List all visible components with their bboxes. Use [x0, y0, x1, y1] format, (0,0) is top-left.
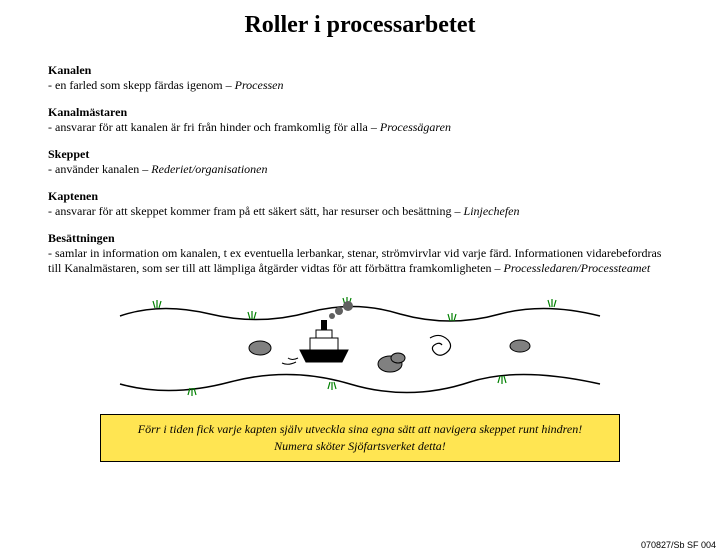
page-title: Roller i processarbetet — [0, 12, 720, 39]
note-line2: Numera sköter Sjöfartsverket detta! — [111, 438, 609, 455]
heading-skeppet: Skeppet — [48, 147, 672, 162]
section-kaptenen: Kaptenen - ansvarar för att skeppet komm… — [48, 189, 672, 219]
section-kanalmastaren: Kanalmästaren - ansvarar för att kanalen… — [48, 105, 672, 135]
section-kanalen: Kanalen - en farled som skepp färdas ige… — [48, 63, 672, 93]
heading-kanalen: Kanalen — [48, 63, 672, 78]
heading-kanalmastaren: Kanalmästaren — [48, 105, 672, 120]
heading-kaptenen: Kaptenen — [48, 189, 672, 204]
section-besattningen: Besättningen - samlar in information om … — [48, 231, 672, 276]
body-kaptenen: - ansvarar för att skeppet kommer fram p… — [48, 204, 672, 219]
section-skeppet: Skeppet - använder kanalen – Rederiet/or… — [48, 147, 672, 177]
body-plain: - använder kanalen – — [48, 162, 151, 176]
body-italic: Rederiet/organisationen — [151, 162, 267, 176]
body-kanalen: - en farled som skepp färdas igenom – Pr… — [48, 78, 672, 93]
body-skeppet: - använder kanalen – Rederiet/organisati… — [48, 162, 672, 177]
body-italic: Linjechefen — [464, 204, 520, 218]
body-kanalmastaren: - ansvarar för att kanalen är fri från h… — [48, 120, 672, 135]
body-plain: - en farled som skepp färdas igenom – — [48, 78, 235, 92]
note-box: Förr i tiden fick varje kapten själv utv… — [100, 414, 620, 462]
note-line1: Förr i tiden fick varje kapten själv utv… — [111, 421, 609, 438]
body-plain: - ansvarar för att skeppet kommer fram p… — [48, 204, 464, 218]
ship-canal-svg — [100, 288, 620, 408]
content-area: Kanalen - en farled som skepp färdas ige… — [0, 63, 720, 276]
illustration — [0, 288, 720, 408]
body-italic: Processägaren — [380, 120, 451, 134]
body-besattningen: - samlar in information om kanalen, t ex… — [48, 246, 672, 276]
body-italic: Processledaren/Processteamet — [504, 261, 651, 275]
body-italic: Processen — [235, 78, 284, 92]
footer-id: 070827/Sb SF 004 — [641, 540, 716, 550]
heading-besattningen: Besättningen — [48, 231, 672, 246]
body-plain: - ansvarar för att kanalen är fri från h… — [48, 120, 380, 134]
